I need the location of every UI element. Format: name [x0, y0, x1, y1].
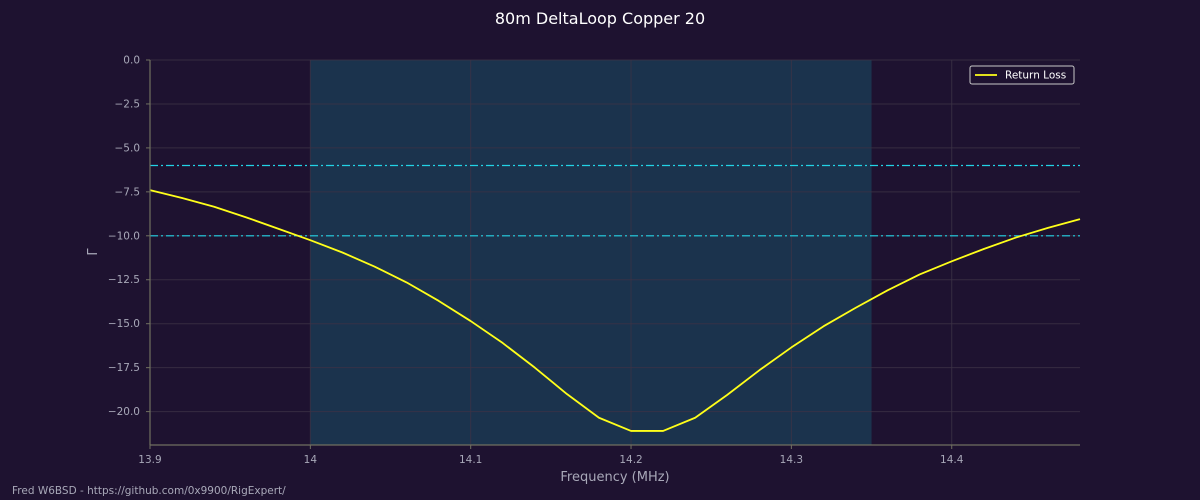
y-tick-label: −7.5: [115, 186, 141, 198]
legend-box: [969, 65, 1075, 85]
x-tick-label: 14.2: [619, 454, 642, 466]
axes-layer: [149, 60, 1080, 446]
x-axis-label: Frequency (MHz): [560, 470, 669, 485]
chart-title: 80m DeltaLoop Copper 20: [495, 9, 705, 28]
y-tick-label: 0.0: [123, 55, 140, 67]
x-tick-label: 14.4: [940, 454, 964, 466]
reference-lines-layer: [150, 164, 1080, 237]
y-tick-label: −10.0: [108, 230, 140, 242]
y-tick-label: −20.0: [108, 406, 140, 418]
legend: Return Loss: [969, 65, 1075, 85]
legend-label-return-loss: Return Loss: [1005, 70, 1066, 82]
series-layer: [149, 189, 1081, 432]
footer-credit: Fred W6BSD - https://github.com/0x9900/R…: [12, 485, 286, 497]
x-tick-label: 14.1: [459, 454, 482, 466]
tick-layer: 13.9 14 14.1 14.2 14.3 14.4 0.0 −2.5 −5.0 −7.5 −10…: [108, 55, 964, 467]
y-tick-label: −5.0: [115, 142, 141, 154]
highlight-band: [310, 60, 872, 445]
x-tick-label: 13.9: [138, 454, 161, 466]
y-tick-label: −15.0: [108, 318, 140, 330]
x-tick-label: 14.3: [780, 454, 803, 466]
x-tick-label: 14: [304, 454, 318, 466]
y-axis-label: Γ: [86, 248, 101, 256]
y-tick-label: −17.5: [108, 362, 140, 374]
y-tick-label: −2.5: [115, 98, 141, 110]
highlight-band-layer: [310, 60, 872, 445]
series-line-return-loss: [149, 189, 1081, 432]
y-tick-label: −12.5: [108, 274, 140, 286]
